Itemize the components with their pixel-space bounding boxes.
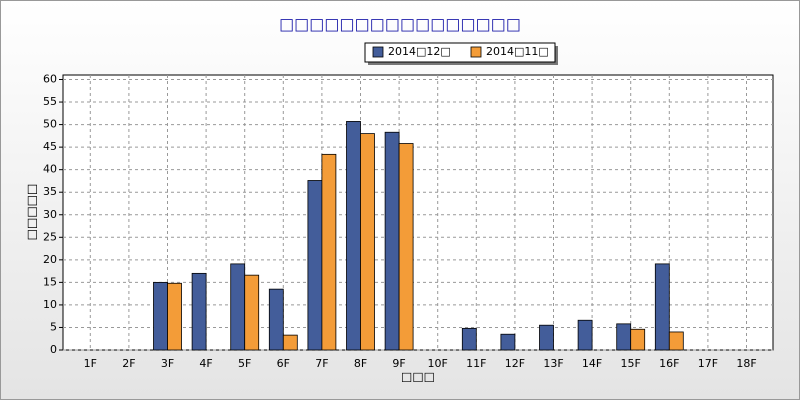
x-tick-label: 16F <box>659 357 679 370</box>
y-tick-label: 0 <box>50 343 57 356</box>
x-tick-label: 2F <box>122 357 135 370</box>
x-tick-label: 1F <box>84 357 97 370</box>
bar <box>654 263 670 351</box>
x-tick-label: 3F <box>161 357 174 370</box>
bar <box>500 333 516 351</box>
x-tick-label: 10F <box>428 357 448 370</box>
y-tick-label: 15 <box>43 275 57 288</box>
x-axis-label: □□□ <box>401 370 435 384</box>
bar <box>191 272 207 351</box>
y-tick-label: 40 <box>43 163 57 176</box>
x-tick-label: 12F <box>505 357 525 370</box>
bar <box>384 131 400 351</box>
bar <box>398 143 414 351</box>
bar <box>577 319 593 351</box>
x-tick-label: 7F <box>315 357 328 370</box>
x-tick-label: 8F <box>354 357 367 370</box>
bar <box>461 327 477 351</box>
legend-swatch <box>372 46 384 58</box>
x-tick-label: 14F <box>582 357 602 370</box>
bar <box>230 263 246 351</box>
bar <box>346 121 361 351</box>
y-tick-label: 20 <box>43 253 57 266</box>
chart-title: □□□□□□□□□□□□□□□□ <box>279 15 521 34</box>
y-axis-label: □□□□□ <box>25 184 39 241</box>
bar <box>167 282 182 351</box>
x-tick-label: 9F <box>392 357 405 370</box>
y-tick-label: 5 <box>50 320 57 333</box>
bar <box>307 180 323 351</box>
legend-label: 2014□11□ <box>486 45 549 58</box>
y-tick-label: 25 <box>43 230 57 243</box>
x-tick-label: 18F <box>736 357 756 370</box>
bar <box>153 281 168 351</box>
legend-swatch <box>470 46 482 58</box>
legend-label: 2014□12□ <box>388 45 451 58</box>
x-tick-label: 15F <box>621 357 641 370</box>
bar <box>268 288 284 351</box>
y-tick-label: 50 <box>43 118 57 131</box>
x-tick-label: 5F <box>238 357 251 370</box>
x-tick-label: 6F <box>277 357 290 370</box>
bar <box>668 331 684 351</box>
bar <box>360 133 375 351</box>
x-tick-label: 17F <box>698 357 718 370</box>
legend <box>364 42 556 63</box>
x-tick-label: 13F <box>543 357 563 370</box>
x-tick-label: 4F <box>199 357 212 370</box>
bar <box>630 328 646 351</box>
bar <box>539 324 554 351</box>
bar <box>282 334 298 351</box>
y-tick-label: 10 <box>43 298 57 311</box>
x-tick-label: 11F <box>466 357 486 370</box>
y-tick-label: 35 <box>43 185 57 198</box>
y-tick-label: 55 <box>43 95 57 108</box>
bar <box>321 153 337 351</box>
y-tick-label: 30 <box>43 208 57 221</box>
y-tick-label: 60 <box>43 73 57 86</box>
bar <box>616 323 632 351</box>
y-tick-label: 45 <box>43 140 57 153</box>
bar <box>244 274 260 351</box>
